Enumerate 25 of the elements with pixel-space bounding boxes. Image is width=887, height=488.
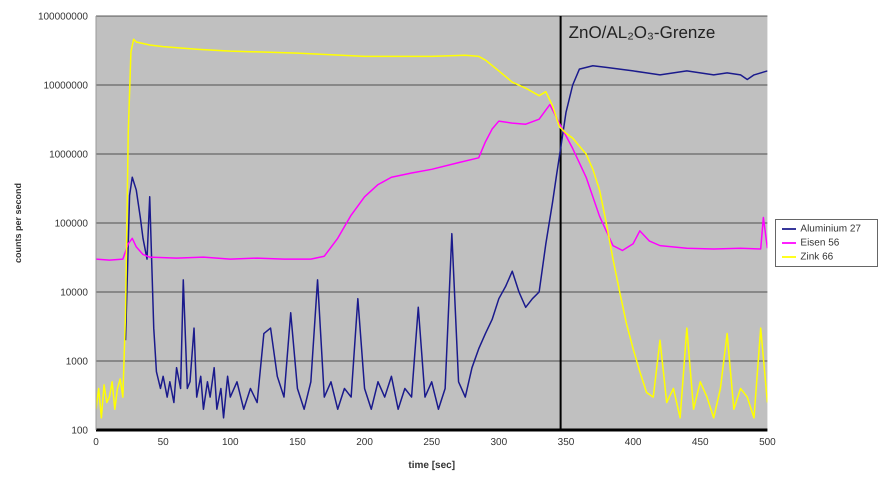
y-tick-label: 1000 xyxy=(66,356,88,368)
ref-line-label: ZnO/AL₂O₃-Grenze xyxy=(568,23,716,42)
y-tick-label: 100 xyxy=(71,426,88,437)
x-tick-label: 150 xyxy=(289,437,306,448)
x-tick-label: 50 xyxy=(158,437,170,448)
x-tick-label: 100 xyxy=(222,437,240,448)
x-tick-label: 500 xyxy=(759,437,776,448)
legend-label: Aluminium 27 xyxy=(800,224,861,235)
x-tick-label: 350 xyxy=(558,437,575,448)
y-tick-label: 100000 xyxy=(54,218,88,230)
x-tick-label: 250 xyxy=(423,437,440,448)
x-tick-label: 0 xyxy=(93,437,100,448)
y-tick-label: 100000000 xyxy=(38,12,88,23)
legend-label: Zink 66 xyxy=(800,252,834,263)
x-tick-label: 200 xyxy=(356,437,374,448)
x-tick-label: 450 xyxy=(692,437,710,448)
x-axis-title: time [sec] xyxy=(408,460,456,471)
y-tick-label: 1000000 xyxy=(49,150,88,161)
y-tick-label: 10000 xyxy=(60,288,88,299)
x-tick-label: 400 xyxy=(624,437,642,448)
legend-label: Eisen 56 xyxy=(800,238,840,249)
y-axis-title: counts per second xyxy=(13,182,24,264)
x-tick-label: 300 xyxy=(490,437,508,448)
y-tick-label: 10000000 xyxy=(44,80,88,92)
line-series xyxy=(96,104,768,261)
